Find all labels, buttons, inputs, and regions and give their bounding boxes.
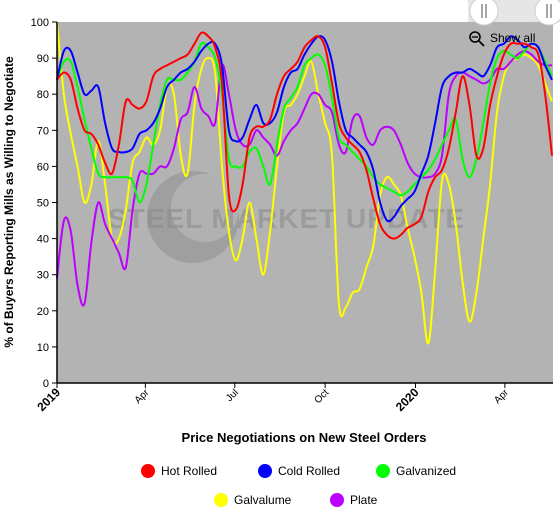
y-tick-label: 30 xyxy=(37,270,49,282)
y-tick-label: 40 xyxy=(37,234,49,246)
y-tick-label: 0 xyxy=(43,378,49,390)
legend-item-plate[interactable]: Plate xyxy=(330,493,378,507)
y-tick-label: 50 xyxy=(37,198,49,210)
legend-item-hot-rolled[interactable]: Hot Rolled xyxy=(141,464,217,478)
watermark-circle-inner xyxy=(171,174,239,242)
y-axis-label: % of Buyers Reporting Mills as Willing t… xyxy=(2,56,16,348)
y-axis-ticks: 0 10 20 30 40 50 60 70 80 90 100 xyxy=(31,17,57,390)
watermark-text: STEEL MARKET UPDATE xyxy=(108,203,465,234)
legend-marker xyxy=(141,464,155,478)
magnifier-handle xyxy=(478,40,485,47)
legend-item-galvanized[interactable]: Galvanized xyxy=(376,464,456,478)
legend-marker xyxy=(376,464,390,478)
y-tick-label: 70 xyxy=(37,125,49,137)
series-layer xyxy=(56,21,553,345)
y-tick-label: 20 xyxy=(37,306,49,318)
magnifier-icon xyxy=(469,31,481,43)
x-tick-label: 2019 xyxy=(34,385,63,414)
series-line-plate[interactable] xyxy=(56,49,553,307)
legend-marker xyxy=(258,464,272,478)
x-axis-label: Price Negotiations on New Steel Orders xyxy=(182,430,427,445)
x-tick-label: Oct xyxy=(312,387,331,406)
x-tick-label: Apr xyxy=(492,387,511,406)
x-axis-ticks: 2019 Apr Jul Oct 2020 Apr xyxy=(34,383,511,414)
series-line-galvalume[interactable] xyxy=(56,21,553,345)
x-tick-label: 2020 xyxy=(393,385,422,414)
x-tick-label: Apr xyxy=(133,387,152,406)
show-all-label[interactable]: Show all xyxy=(490,31,535,45)
y-tick-label: 100 xyxy=(31,17,49,29)
legend-item-galvalume[interactable]: Galvalume xyxy=(214,493,292,507)
legend: Hot Rolled Cold Rolled Galvanized Galvalume… xyxy=(141,464,456,507)
y-tick-label: 10 xyxy=(37,342,49,354)
legend-marker xyxy=(214,493,228,507)
legend-item-cold-rolled[interactable]: Cold Rolled xyxy=(258,464,340,478)
series-line-galvanized[interactable] xyxy=(56,41,553,204)
y-tick-label: 60 xyxy=(37,161,49,173)
legend-marker xyxy=(330,493,344,507)
x-tick-label: Jul xyxy=(224,387,241,404)
y-tick-label: 90 xyxy=(37,53,49,65)
y-tick-label: 80 xyxy=(37,89,49,101)
legend-label: Cold Rolled xyxy=(278,464,340,478)
range-handle-left[interactable] xyxy=(469,0,499,26)
series-line-hot-rolled[interactable] xyxy=(56,31,553,240)
legend-label: Galvanized xyxy=(396,464,456,478)
series-line-cold-rolled[interactable] xyxy=(56,35,553,223)
legend-label: Galvalume xyxy=(234,493,292,507)
show-all-button[interactable]: Show all xyxy=(469,31,535,47)
legend-label: Hot Rolled xyxy=(161,464,217,478)
legend-label: Plate xyxy=(350,493,378,507)
